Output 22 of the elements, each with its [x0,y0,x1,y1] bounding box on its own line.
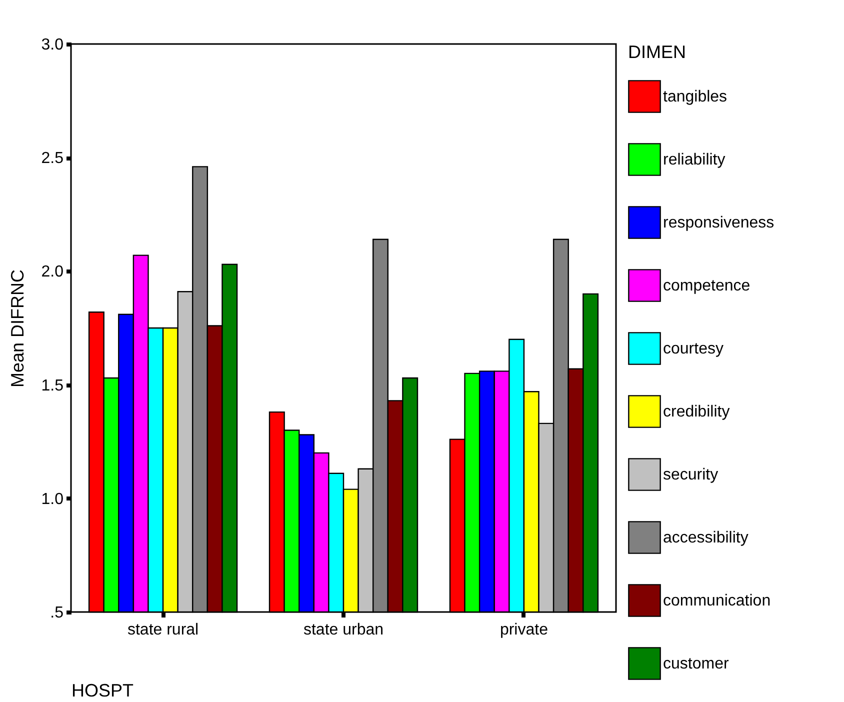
y-tick-label: 1.5 [41,377,64,394]
y-axis-title: Mean DIFRNC [7,269,28,388]
legend-label: accessibility [663,530,748,546]
x-tick-label: private [500,622,548,638]
y-tick-label: 2.5 [41,150,64,168]
legend-label: tangibles [663,88,728,106]
legend-label: security [663,466,718,484]
y-tick-label: 2.0 [41,264,64,281]
legend-title: DIMEN [628,42,686,62]
legend-label: competence [663,278,750,294]
legend-label: responsiveness [663,214,774,232]
legend-label: credibility [663,404,730,420]
y-tick-label: 1.0 [41,490,64,508]
x-axis-title: HOSPT [72,680,134,700]
legend-label: courtesy [663,340,724,358]
legend-label: reliability [663,152,726,168]
y-tick-label: 3.0 [41,36,64,54]
legend-label: communication [663,592,771,610]
legend-label: customer [663,656,730,672]
x-tick-label: state urban [303,622,384,638]
x-tick-label: state rural [127,622,199,638]
y-tick-label: .5 [50,604,64,622]
